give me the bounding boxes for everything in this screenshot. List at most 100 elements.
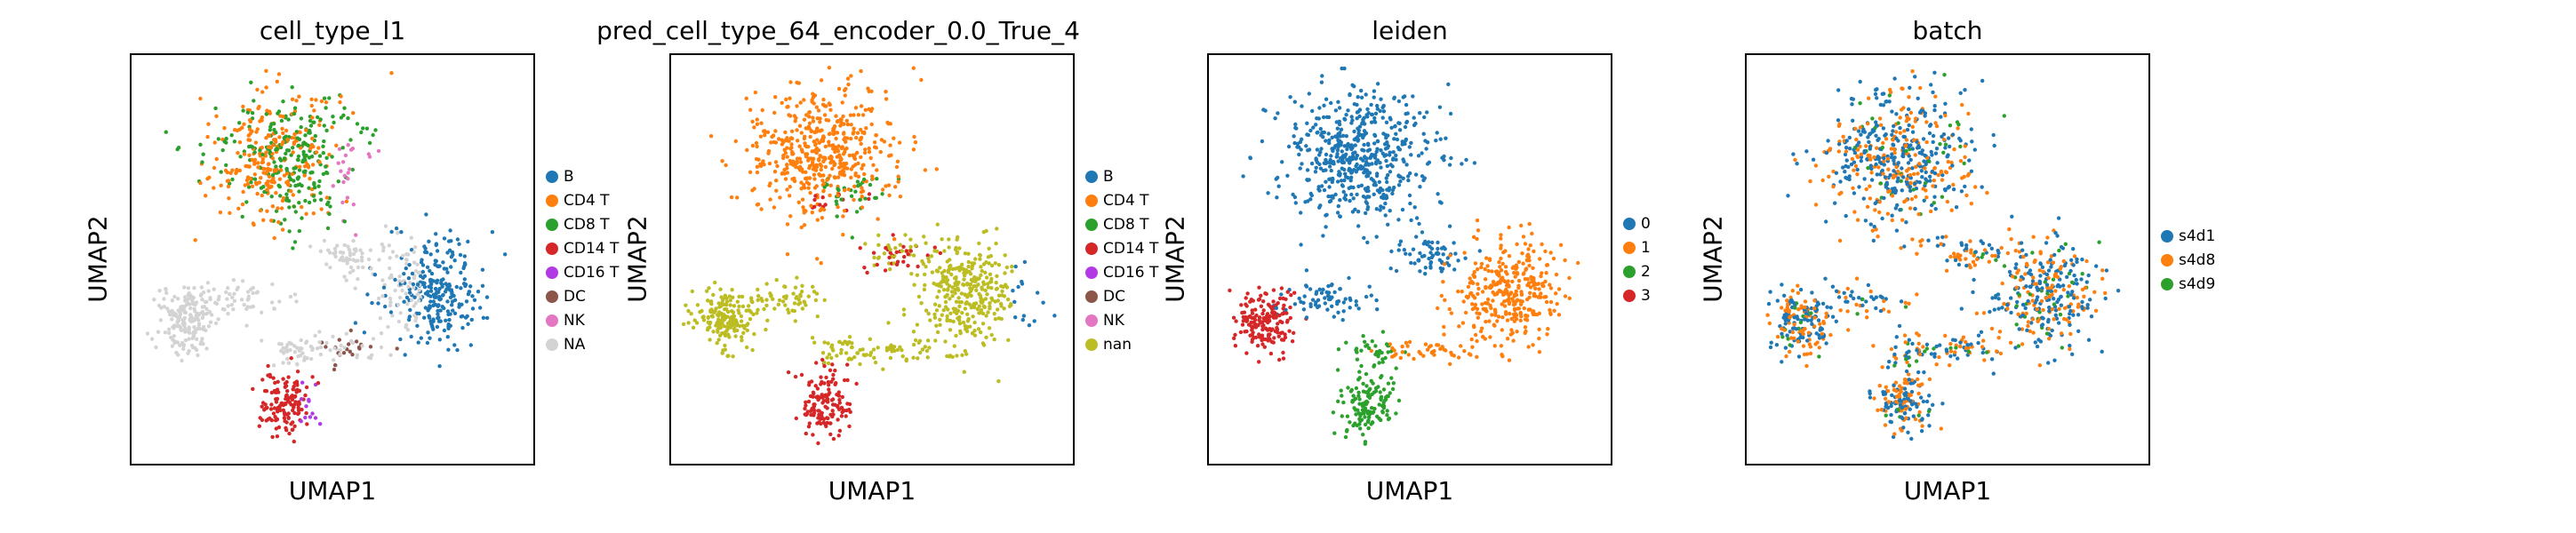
data-point bbox=[180, 358, 184, 363]
data-point bbox=[340, 259, 346, 263]
data-point bbox=[308, 244, 313, 249]
data-point bbox=[855, 150, 860, 155]
data-point bbox=[265, 108, 269, 113]
data-point bbox=[225, 297, 229, 301]
data-point bbox=[158, 318, 164, 322]
data-point bbox=[1980, 350, 1985, 355]
data-point bbox=[289, 356, 293, 361]
data-point bbox=[926, 259, 932, 264]
data-point bbox=[1528, 243, 1532, 248]
data-point bbox=[1933, 207, 1938, 211]
data-point bbox=[1875, 146, 1879, 150]
data-point bbox=[1920, 417, 1924, 421]
data-point bbox=[1859, 152, 1864, 156]
data-point bbox=[1349, 115, 1354, 119]
scatter-plot bbox=[1228, 66, 1580, 446]
data-point bbox=[206, 324, 212, 329]
data-point bbox=[344, 278, 348, 282]
data-point bbox=[871, 347, 876, 352]
data-point bbox=[2016, 312, 2020, 316]
data-point bbox=[735, 195, 740, 200]
data-point bbox=[886, 122, 891, 126]
data-point bbox=[324, 202, 330, 207]
data-point bbox=[896, 179, 900, 184]
data-point bbox=[289, 402, 293, 407]
data-point bbox=[445, 270, 450, 274]
scatter-plot bbox=[681, 66, 1057, 446]
data-point bbox=[1817, 346, 1821, 350]
data-point bbox=[1563, 258, 1567, 263]
data-point bbox=[1275, 195, 1279, 200]
data-point bbox=[996, 298, 1000, 303]
data-point bbox=[830, 414, 835, 419]
data-point bbox=[957, 265, 962, 270]
data-point bbox=[780, 100, 784, 105]
data-point bbox=[1318, 126, 1323, 131]
data-point bbox=[807, 383, 812, 387]
data-point bbox=[945, 282, 949, 286]
data-point bbox=[1021, 314, 1027, 318]
data-point bbox=[1899, 389, 1903, 394]
data-point bbox=[838, 158, 843, 163]
data-point bbox=[389, 71, 394, 76]
data-point bbox=[706, 315, 710, 320]
data-point bbox=[815, 218, 820, 222]
data-point bbox=[1436, 251, 1441, 256]
data-point bbox=[292, 179, 296, 183]
data-point bbox=[1364, 211, 1368, 216]
data-point bbox=[1866, 135, 1870, 139]
data-point bbox=[1922, 198, 1926, 203]
data-point bbox=[2014, 262, 2019, 266]
legend-label: CD4 T bbox=[1103, 191, 1149, 210]
data-point bbox=[852, 130, 856, 134]
data-point bbox=[1873, 201, 1877, 206]
data-point bbox=[915, 322, 920, 327]
data-point bbox=[1384, 136, 1388, 140]
data-point bbox=[1342, 117, 1348, 122]
data-point bbox=[1841, 165, 1845, 170]
data-point bbox=[325, 171, 330, 176]
data-point bbox=[1429, 246, 1435, 251]
data-point bbox=[1357, 370, 1362, 374]
data-point bbox=[853, 163, 858, 167]
data-point bbox=[351, 251, 356, 257]
data-point bbox=[957, 322, 963, 326]
data-point bbox=[894, 262, 900, 266]
data-point bbox=[722, 324, 726, 329]
data-point bbox=[1929, 149, 1933, 155]
data-point bbox=[1394, 153, 1398, 158]
data-point bbox=[412, 250, 416, 254]
data-point bbox=[975, 276, 980, 281]
data-point bbox=[1336, 399, 1340, 403]
data-point bbox=[347, 247, 352, 252]
data-point bbox=[376, 148, 381, 154]
data-point bbox=[270, 282, 275, 287]
data-point bbox=[1384, 195, 1389, 200]
data-point bbox=[1502, 279, 1508, 284]
data-point bbox=[996, 307, 1000, 312]
data-point bbox=[226, 286, 230, 290]
data-point bbox=[1351, 151, 1356, 155]
data-point bbox=[943, 339, 948, 344]
data-point bbox=[2033, 340, 2037, 345]
data-point bbox=[227, 196, 231, 201]
data-point bbox=[274, 164, 278, 169]
data-point bbox=[774, 179, 779, 183]
data-point bbox=[1257, 285, 1261, 290]
data-point bbox=[858, 347, 862, 353]
data-point bbox=[952, 309, 956, 314]
data-point bbox=[1324, 225, 1328, 229]
data-point bbox=[873, 360, 878, 365]
data-point bbox=[1352, 129, 1356, 134]
data-point bbox=[1449, 155, 1453, 161]
data-point bbox=[1379, 165, 1383, 170]
data-point bbox=[333, 254, 338, 259]
data-point bbox=[236, 151, 240, 155]
data-point bbox=[817, 409, 821, 413]
data-point bbox=[1274, 306, 1279, 310]
data-point bbox=[409, 334, 413, 339]
data-point bbox=[2086, 273, 2091, 278]
data-point bbox=[404, 266, 408, 271]
data-point bbox=[935, 330, 940, 335]
data-point bbox=[200, 305, 204, 309]
